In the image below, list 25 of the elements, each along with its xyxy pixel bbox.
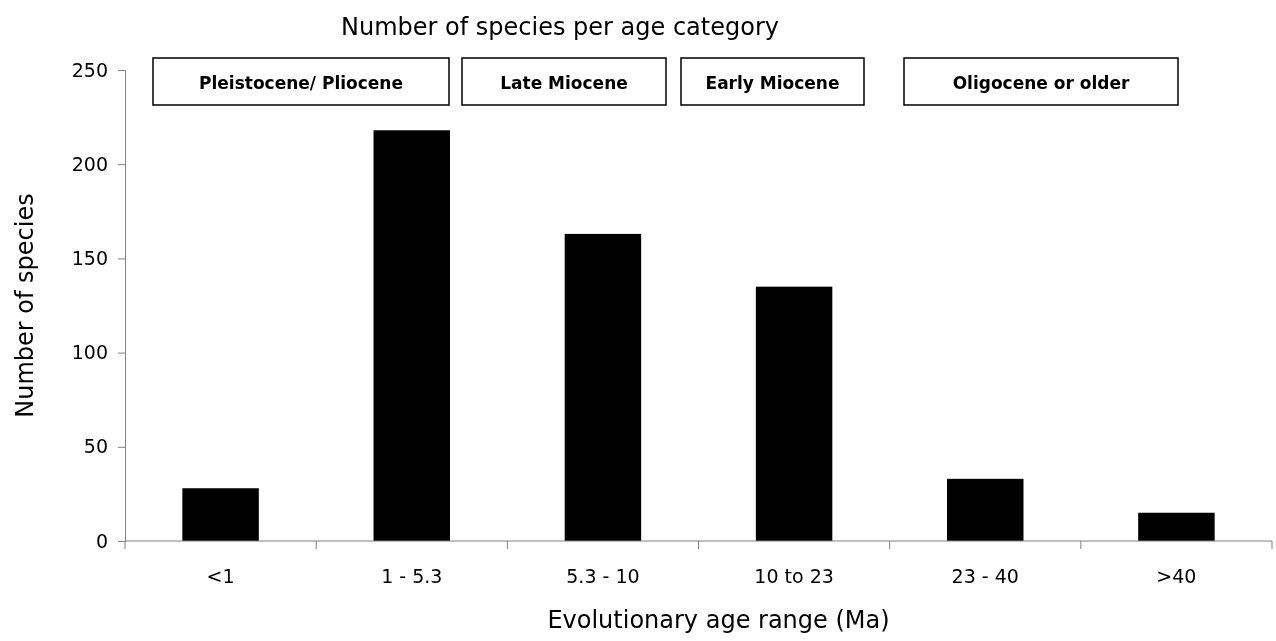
bar xyxy=(947,478,1024,541)
x-tick-label: 23 - 40 xyxy=(951,565,1019,587)
x-axis-title: Evolutionary age range (Ma) xyxy=(547,606,890,634)
bar xyxy=(755,286,833,541)
bar xyxy=(182,488,259,541)
y-tick-label: 0 xyxy=(95,529,108,552)
chart-title: Number of species per age category xyxy=(341,13,779,41)
y-tick-label: 200 xyxy=(71,152,108,175)
y-tick-label: 100 xyxy=(71,341,108,364)
x-tick-label: 10 to 23 xyxy=(754,565,834,587)
annotation: Late Miocene xyxy=(500,73,628,93)
x-tick-label: >40 xyxy=(1156,565,1197,587)
x-tick-label: 5.3 - 10 xyxy=(566,565,640,587)
y-axis-title: Number of species xyxy=(11,193,39,418)
bar xyxy=(564,233,642,541)
annotation: Oligocene or older xyxy=(952,73,1130,93)
x-tick-label: 1 - 5.3 xyxy=(381,565,443,587)
bar xyxy=(373,130,450,541)
bar xyxy=(1138,512,1215,541)
y-tick-label: 50 xyxy=(83,435,108,458)
x-tick-label: <1 xyxy=(206,565,235,587)
annotation: Pleistocene/ Pliocene xyxy=(199,73,403,93)
annotation: Early Miocene xyxy=(705,73,840,93)
y-tick-label: 150 xyxy=(71,246,108,269)
y-tick-label: 250 xyxy=(71,58,108,81)
